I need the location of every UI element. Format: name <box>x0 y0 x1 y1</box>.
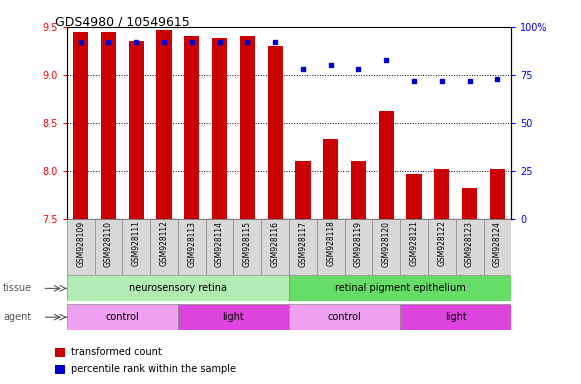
Bar <box>240 36 255 219</box>
Text: control: control <box>328 312 361 322</box>
Text: retinal pigment epithelium: retinal pigment epithelium <box>335 283 465 293</box>
Bar <box>400 219 428 275</box>
Text: percentile rank within the sample: percentile rank within the sample <box>71 364 236 374</box>
Text: GSM928112: GSM928112 <box>160 220 168 266</box>
Text: agent: agent <box>3 312 31 322</box>
Bar <box>456 219 483 275</box>
Bar <box>295 161 311 219</box>
Bar <box>490 169 505 219</box>
Bar <box>400 304 511 330</box>
Bar <box>372 219 400 275</box>
Bar <box>67 219 95 275</box>
Text: control: control <box>106 312 139 322</box>
Text: transformed count: transformed count <box>71 347 162 357</box>
Text: tissue: tissue <box>3 283 32 293</box>
Bar <box>434 169 450 219</box>
Bar <box>150 219 178 275</box>
Text: GSM928111: GSM928111 <box>132 220 141 266</box>
Bar <box>156 30 171 219</box>
Text: GSM928121: GSM928121 <box>410 220 418 266</box>
Bar <box>184 36 199 219</box>
Bar <box>123 219 150 275</box>
Bar <box>428 219 456 275</box>
Text: GSM928115: GSM928115 <box>243 220 252 266</box>
Text: GSM928117: GSM928117 <box>299 220 307 266</box>
Bar <box>462 188 477 219</box>
Bar <box>128 41 144 219</box>
Bar <box>55 365 65 374</box>
Bar <box>379 111 394 219</box>
Text: GSM928122: GSM928122 <box>437 220 446 266</box>
Bar <box>267 46 283 219</box>
Bar <box>95 219 123 275</box>
Bar <box>67 275 289 301</box>
Text: GSM928110: GSM928110 <box>104 220 113 266</box>
Bar <box>212 38 227 219</box>
Bar <box>73 32 88 219</box>
Bar <box>178 219 206 275</box>
Bar <box>178 304 289 330</box>
Bar <box>101 32 116 219</box>
Text: GSM928124: GSM928124 <box>493 220 502 266</box>
Text: GSM928113: GSM928113 <box>187 220 196 266</box>
Bar <box>407 174 422 219</box>
Bar <box>351 161 366 219</box>
Bar <box>317 219 345 275</box>
Bar <box>483 219 511 275</box>
Bar <box>323 139 338 219</box>
Text: light: light <box>445 312 467 322</box>
Text: GSM928114: GSM928114 <box>215 220 224 266</box>
Bar <box>289 304 400 330</box>
Text: GSM928120: GSM928120 <box>382 220 391 266</box>
Text: GSM928109: GSM928109 <box>76 220 85 266</box>
Bar <box>289 275 511 301</box>
Text: GSM928118: GSM928118 <box>326 220 335 266</box>
Bar <box>67 304 178 330</box>
Bar <box>261 219 289 275</box>
Text: GSM928123: GSM928123 <box>465 220 474 266</box>
Text: GDS4980 / 10549615: GDS4980 / 10549615 <box>55 15 190 28</box>
Bar <box>345 219 372 275</box>
Text: GSM928116: GSM928116 <box>271 220 279 266</box>
Text: GSM928119: GSM928119 <box>354 220 363 266</box>
Bar <box>234 219 261 275</box>
Text: light: light <box>223 312 245 322</box>
Bar <box>289 219 317 275</box>
Text: neurosensory retina: neurosensory retina <box>129 283 227 293</box>
Bar <box>55 348 65 357</box>
Bar <box>206 219 234 275</box>
